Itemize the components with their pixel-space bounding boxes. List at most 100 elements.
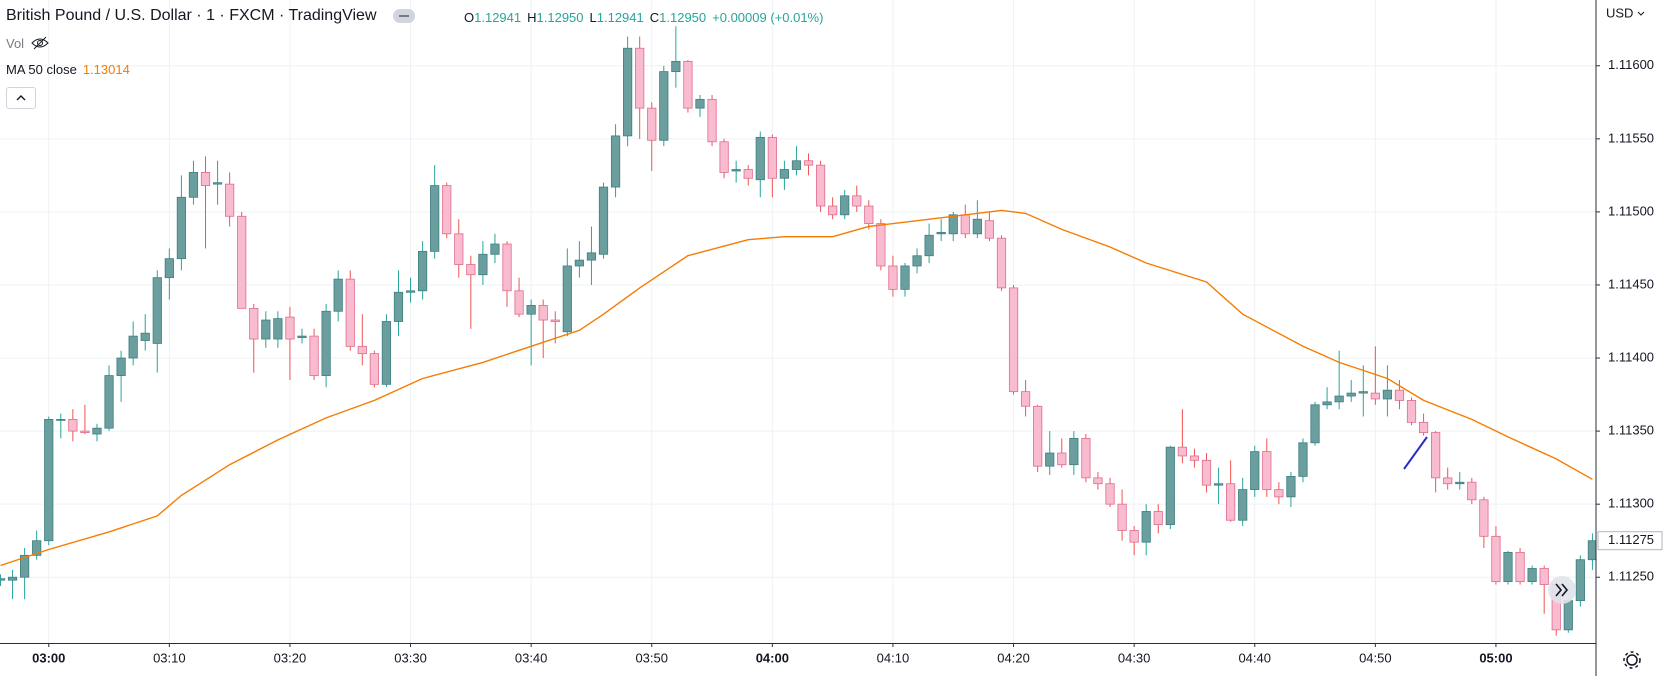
last-price-label: 1.11275 xyxy=(1608,532,1654,547)
candle-body xyxy=(309,335,319,376)
candle-body xyxy=(888,265,898,290)
candle-body xyxy=(972,218,982,235)
candle-body xyxy=(924,234,934,257)
candle-body xyxy=(454,233,464,265)
ohlc-value: 1.12941 xyxy=(474,10,522,25)
candle-body xyxy=(840,195,850,216)
ma-value: 1.13014 xyxy=(82,62,130,77)
ohlc-value: 1.12950 xyxy=(659,10,707,25)
candle-body xyxy=(164,258,174,279)
candle-body xyxy=(0,578,6,581)
eye-hidden-icon[interactable] xyxy=(30,35,50,51)
candle-body xyxy=(1298,442,1308,477)
candle-body xyxy=(297,335,307,338)
ohlc-letter: H xyxy=(527,10,537,25)
candle-body xyxy=(1515,551,1525,583)
candle-body xyxy=(152,277,162,344)
candle-body xyxy=(44,419,54,542)
candle-body xyxy=(562,265,572,333)
candle-body xyxy=(273,318,283,340)
candle-body xyxy=(610,135,621,188)
symbol-title[interactable]: British Pound / U.S. Dollar · 1 · FXCM ·… xyxy=(6,7,377,24)
ohlc-letter: O xyxy=(464,10,475,25)
candle-body xyxy=(586,252,597,261)
candle-body xyxy=(1081,438,1091,479)
x-tick-label: 04:20 xyxy=(997,650,1030,665)
y-tick-label: 1.11600 xyxy=(1608,57,1654,72)
candle-body xyxy=(538,305,548,321)
x-tick-label: 03:20 xyxy=(274,650,307,665)
candle-body xyxy=(1479,499,1489,537)
x-tick-label: 03:30 xyxy=(394,650,427,665)
candle-body xyxy=(333,278,343,312)
candle-body xyxy=(32,540,42,556)
ohlc-item: L1.12941 xyxy=(590,10,644,25)
ohlc-letter: C xyxy=(649,10,660,25)
candle-body xyxy=(80,430,90,433)
ohlc-values: O1.12941 H 1.12950 L1.12941 C1.12950 +0.00009… xyxy=(464,10,823,25)
candle-body xyxy=(803,160,814,166)
candle-body xyxy=(1021,391,1031,407)
candle-body xyxy=(948,214,958,235)
candle-body xyxy=(984,220,995,239)
candle-body xyxy=(1129,530,1139,543)
candle-body xyxy=(212,182,223,185)
y-tick-label: 1.11500 xyxy=(1608,203,1654,218)
candle-body xyxy=(1189,455,1200,461)
candle-body xyxy=(755,136,765,181)
candle-body xyxy=(719,141,729,173)
candle-body xyxy=(1033,405,1043,467)
candle-body xyxy=(104,375,114,429)
candle-body xyxy=(7,576,18,581)
candle-body xyxy=(140,332,150,341)
candle-body xyxy=(514,290,524,315)
candle-body xyxy=(1057,452,1067,466)
candle-body xyxy=(1165,446,1175,526)
candle-body xyxy=(707,98,717,143)
candle-body xyxy=(1370,392,1380,400)
candle-body xyxy=(1563,600,1573,631)
candle-body xyxy=(442,185,452,235)
candle-body xyxy=(1093,477,1103,485)
candle-body xyxy=(996,237,1007,289)
trend-line-drawing[interactable] xyxy=(1403,436,1428,470)
candle-body xyxy=(381,321,392,385)
change-value: +0.00009 (+0.01%) xyxy=(712,10,824,25)
hide-toggle[interactable] xyxy=(392,9,415,23)
candle-body xyxy=(659,71,669,141)
candle-body xyxy=(478,253,488,276)
candle-body xyxy=(1045,452,1055,467)
candle-body xyxy=(912,255,922,267)
y-tick-label: 1.11550 xyxy=(1608,130,1654,145)
candle-body xyxy=(1177,446,1187,457)
settings-gear[interactable] xyxy=(1623,651,1641,669)
collapse-button[interactable] xyxy=(6,87,36,109)
x-tick-label: 03:00 xyxy=(32,650,65,665)
candle-body xyxy=(767,136,777,179)
candle-body xyxy=(1503,551,1513,583)
ohlc-item: C1.12950 xyxy=(650,10,706,25)
candle-body xyxy=(430,185,440,252)
candle-body xyxy=(1117,503,1127,531)
last-price-box xyxy=(1597,531,1663,551)
x-tick-label: 05:00 xyxy=(1479,650,1512,665)
candle-body xyxy=(56,419,66,421)
x-tick-label: 03:50 xyxy=(635,650,668,665)
scroll-button[interactable] xyxy=(1548,576,1576,604)
grid xyxy=(0,0,1596,643)
candle-body xyxy=(683,60,693,109)
x-tick-label: 03:40 xyxy=(515,650,548,665)
currency[interactable]: USD xyxy=(1606,5,1633,20)
candle-body xyxy=(20,554,30,578)
candle-body xyxy=(200,172,211,186)
candle-body xyxy=(490,243,500,255)
ohlc-item: O1.12941 xyxy=(464,10,521,25)
candle-body xyxy=(176,196,186,260)
candle-body xyxy=(369,353,379,385)
candle-body xyxy=(1238,489,1248,521)
candle-body xyxy=(1382,389,1392,400)
candle-body xyxy=(1491,535,1501,583)
x-tick-label: 04:30 xyxy=(1118,650,1151,665)
candle-body xyxy=(936,231,946,235)
x-tick-label: 04:00 xyxy=(756,650,789,665)
